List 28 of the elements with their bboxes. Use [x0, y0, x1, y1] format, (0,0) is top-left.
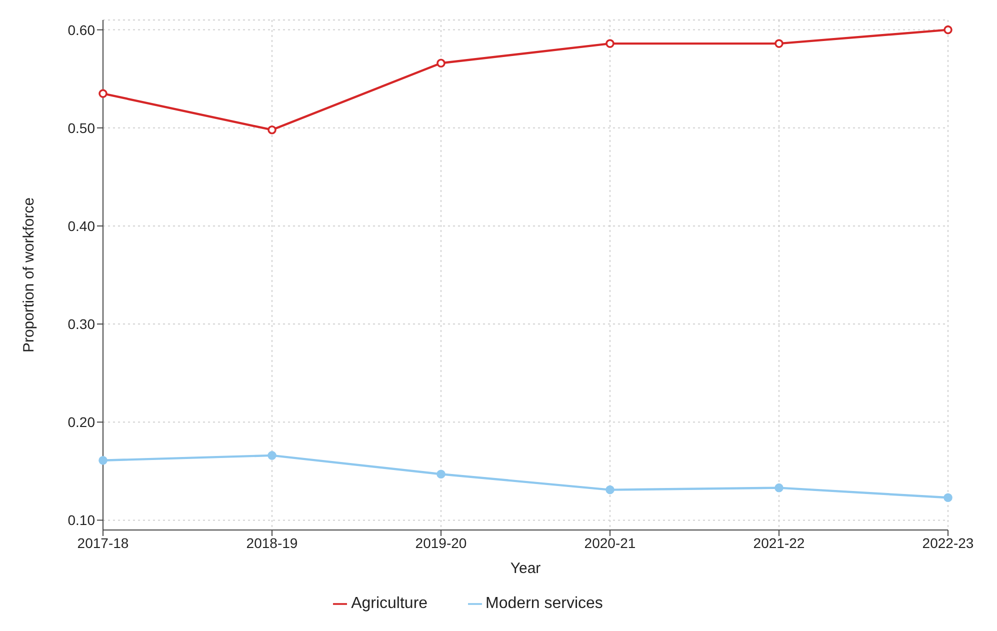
point: [606, 39, 614, 48]
x-tick-label: 2018-19: [246, 534, 298, 551]
point: [774, 39, 784, 48]
y-tick-label: 0.40: [68, 218, 96, 234]
x-tick-label: 2017-18: [77, 534, 129, 551]
point: [268, 125, 276, 134]
point: [944, 25, 952, 34]
legend-label: Agriculture: [351, 595, 428, 612]
y-axis-title: Proportion of workforce: [20, 197, 38, 353]
y-tick-label: 0.20: [68, 414, 96, 430]
point: [436, 470, 446, 478]
y-tick-label: 0.60: [68, 22, 96, 38]
x-axis-title: Year: [510, 560, 541, 577]
point: [944, 493, 952, 502]
x-tick-label: 2019-20: [415, 534, 467, 551]
point: [98, 456, 108, 465]
point: [774, 483, 784, 492]
y-tick-label: 0.30: [68, 316, 96, 332]
x-tick-label: 2020-21: [584, 534, 636, 551]
y-tick-label: 0.10: [68, 512, 96, 528]
x-tick-label: 2022-23: [922, 534, 974, 551]
point: [436, 58, 446, 68]
point: [606, 485, 614, 494]
y-tick-label: 0.50: [68, 120, 96, 136]
x-tick-label: 2021-22: [753, 534, 805, 551]
point: [268, 451, 276, 460]
point: [98, 89, 108, 98]
legend-label: Modern services: [486, 595, 603, 612]
